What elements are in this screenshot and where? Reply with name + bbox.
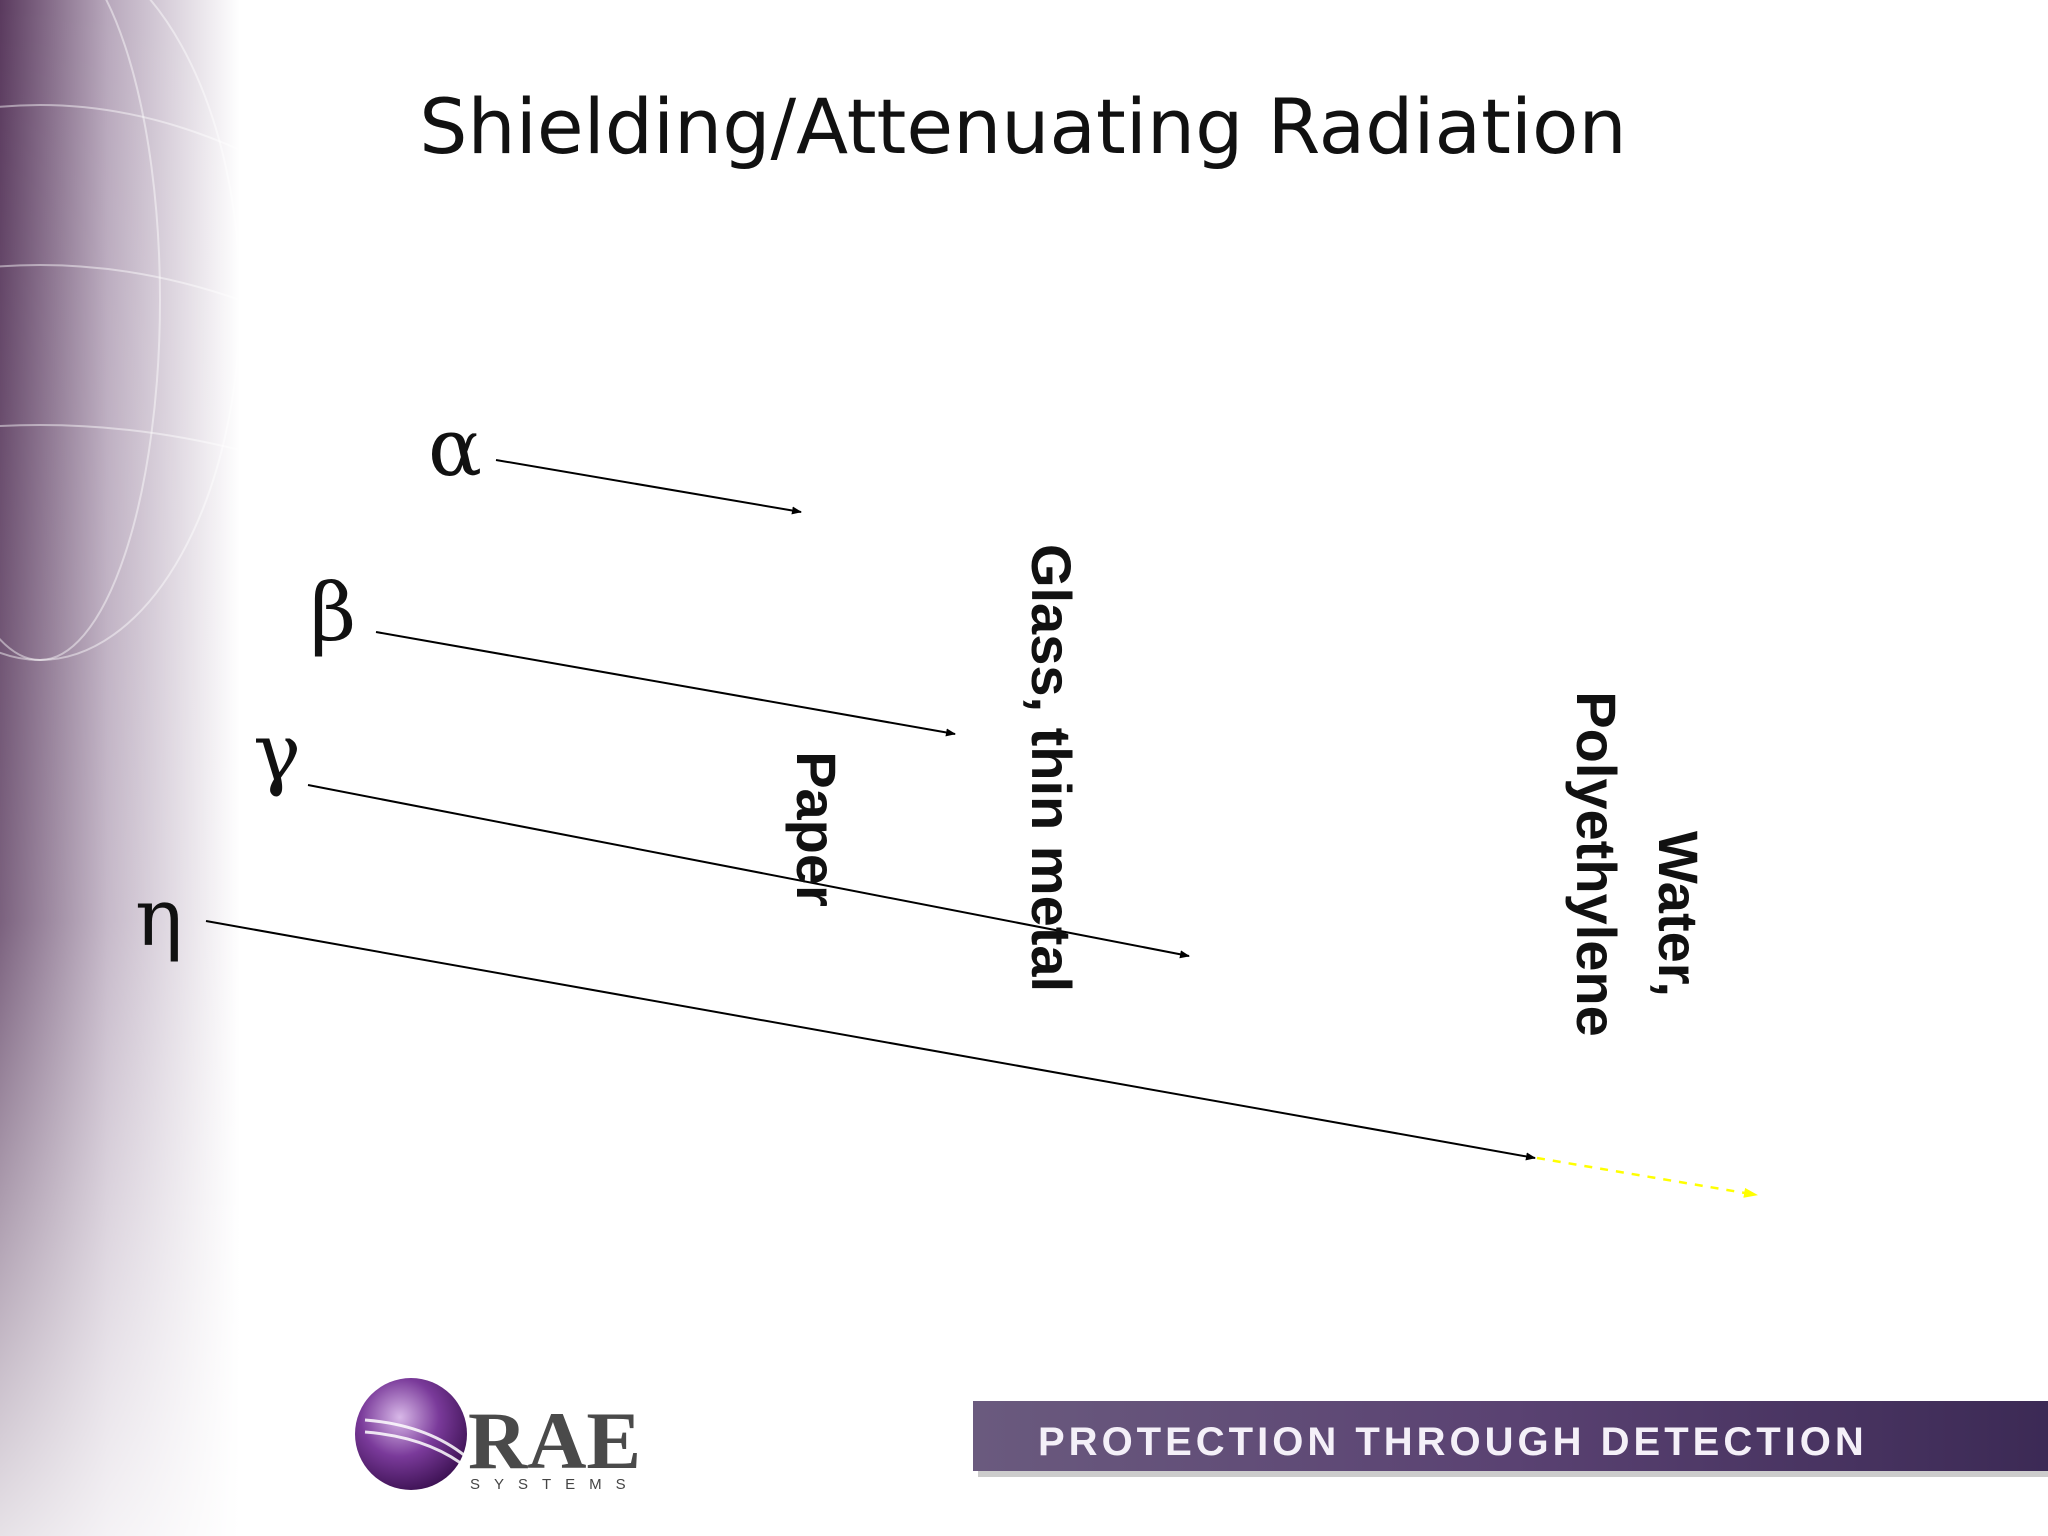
arrow <box>375 631 956 737</box>
background-decoration <box>0 0 241 1536</box>
tagline-banner: PROTECTION THROUGH DETECTION <box>973 1401 2048 1477</box>
shields: Paper Glass, thin metal Water, Polyethyl… <box>785 544 1710 1037</box>
tagline: PROTECTION THROUGH DETECTION <box>1038 1420 1868 1464</box>
slide-title: Shielding/Attenuating Radiation <box>419 82 1626 171</box>
attenuated-arrow <box>1536 1156 1758 1198</box>
particle-symbol: η <box>135 871 183 964</box>
shield-label: Paper <box>785 751 848 907</box>
logo-name: RAE <box>468 1395 641 1486</box>
shield-label: Polyethylene <box>1565 691 1628 1036</box>
particle-symbol: β <box>310 566 356 659</box>
shield-label: Glass, thin metal <box>1020 544 1083 992</box>
arrow <box>495 459 802 515</box>
particles: α β γ η <box>135 401 482 964</box>
shield-label: Water, <box>1647 831 1710 997</box>
arrow <box>307 784 1190 959</box>
particle-symbol: γ <box>253 706 301 799</box>
logo-subtitle: SYSTEMS <box>470 1476 640 1493</box>
arrows <box>205 459 1758 1198</box>
arrow <box>205 920 1536 1161</box>
logo: RAE SYSTEMS <box>355 1378 641 1493</box>
particle-symbol: α <box>428 401 482 494</box>
